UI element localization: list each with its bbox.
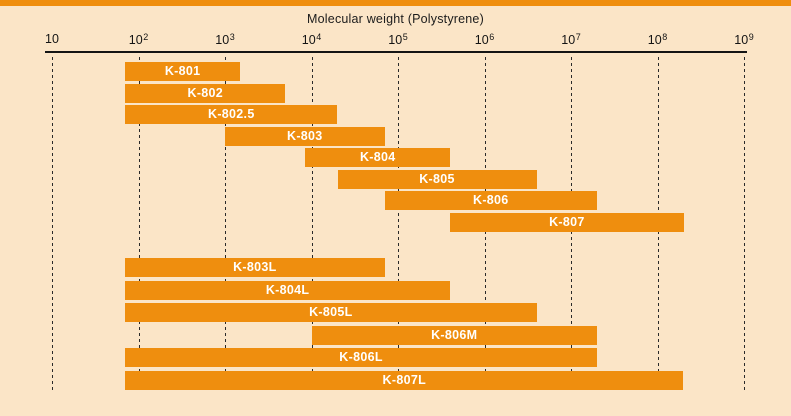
column-range-bar: K-801 xyxy=(125,62,241,81)
column-range-bar-label: K-803 xyxy=(287,128,323,143)
x-axis-tick-label: 105 xyxy=(388,32,408,47)
gridline xyxy=(311,57,313,393)
column-range-bar: K-802 xyxy=(125,83,286,103)
column-range-bar: K-807 xyxy=(450,212,684,232)
x-axis-tick-label: 106 xyxy=(474,32,495,47)
x-axis-tick-label: 102 xyxy=(128,32,149,47)
column-range-bar: K-803 xyxy=(225,126,385,146)
x-axis-line xyxy=(45,51,747,53)
x-axis-tick-label: 104 xyxy=(301,32,322,47)
x-axis-tick-label: 109 xyxy=(734,32,754,47)
column-range-bar: K-806 xyxy=(384,191,597,210)
column-range-bar: K-806M xyxy=(311,325,597,345)
gridline xyxy=(138,57,140,393)
gridline xyxy=(744,57,745,393)
x-axis-tick-label: 107 xyxy=(561,32,581,47)
column-range-bar: K-807L xyxy=(125,370,684,390)
gridline xyxy=(225,57,226,393)
column-range-bar-label: K-804L xyxy=(265,282,310,297)
column-range-bar-label: K-807L xyxy=(382,372,427,387)
gridline xyxy=(52,57,53,393)
column-range-bar: K-804 xyxy=(305,148,451,167)
column-range-bar-label: K-801 xyxy=(164,64,201,78)
x-axis-tick-label: 10 xyxy=(45,32,59,46)
column-range-bar-label: K-806L xyxy=(339,350,383,364)
x-axis-tick-label: 103 xyxy=(215,32,235,47)
column-range-bar: K-803L xyxy=(125,258,385,277)
column-range-bar-label: K-805L xyxy=(309,305,353,319)
column-range-bar-label: K-806 xyxy=(473,193,509,207)
column-range-bar-label: K-803L xyxy=(233,260,277,274)
top-accent-strip xyxy=(0,0,791,6)
column-range-bar-label: K-802 xyxy=(187,85,224,100)
column-range-bar-label: K-807 xyxy=(549,214,585,229)
column-range-bar-label: K-806M xyxy=(431,327,478,342)
x-axis-tick-label: 108 xyxy=(647,32,668,47)
column-range-bar: K-805 xyxy=(337,169,537,189)
column-range-bar-label: K-804 xyxy=(359,150,396,164)
column-range-bar: K-802.5 xyxy=(125,105,338,124)
column-range-bar-label: K-805 xyxy=(419,171,455,186)
column-range-bar: K-804L xyxy=(125,280,451,300)
column-range-bar-label: K-802.5 xyxy=(208,107,255,121)
column-range-bar: K-806L xyxy=(125,348,597,367)
column-range-bar: K-805L xyxy=(125,303,537,322)
gridline xyxy=(398,57,399,393)
chart-title: Molecular weight (Polystyrene) xyxy=(307,12,484,26)
